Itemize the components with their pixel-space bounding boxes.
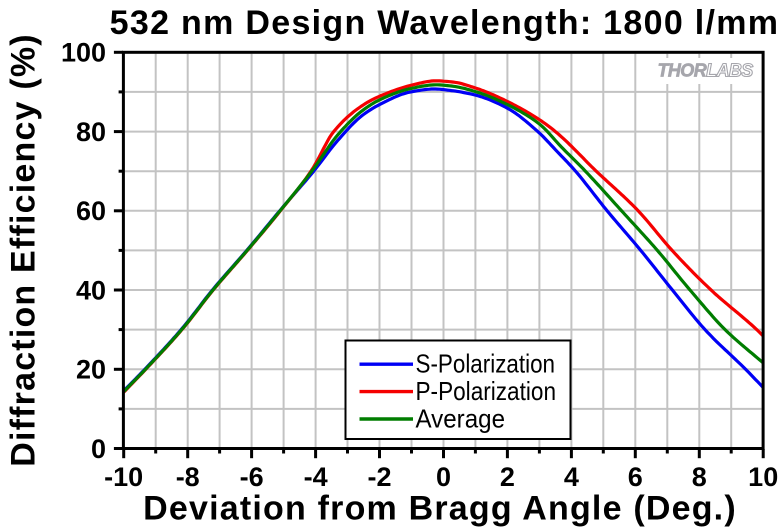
- svg-text:20: 20: [76, 355, 106, 385]
- svg-text:0: 0: [436, 462, 451, 492]
- svg-text:-8: -8: [176, 462, 200, 492]
- svg-text:80: 80: [76, 117, 106, 147]
- svg-text:60: 60: [76, 196, 106, 226]
- svg-text:-10: -10: [104, 462, 143, 492]
- svg-text:2: 2: [500, 462, 515, 492]
- svg-text:-2: -2: [367, 462, 391, 492]
- svg-text:Diffraction Efficiency (%): Diffraction Efficiency (%): [5, 33, 43, 467]
- svg-text:Average: Average: [416, 404, 506, 434]
- svg-text:6: 6: [628, 462, 643, 492]
- svg-text:P-Polarization: P-Polarization: [416, 376, 557, 406]
- svg-text:THORLABS: THORLABS: [658, 60, 754, 80]
- svg-text:8: 8: [692, 462, 707, 492]
- svg-text:-4: -4: [304, 462, 328, 492]
- svg-text:4: 4: [564, 462, 579, 492]
- svg-text:Deviation from Bragg Angle (De: Deviation from Bragg Angle (Deg.): [143, 490, 737, 528]
- svg-text:40: 40: [76, 275, 106, 305]
- svg-text:-6: -6: [240, 462, 264, 492]
- svg-text:10: 10: [748, 462, 778, 492]
- svg-text:0: 0: [91, 434, 106, 464]
- svg-text:532 nm Design Wavelength: 1800: 532 nm Design Wavelength: 1800 l/mm: [110, 4, 780, 42]
- svg-text:100: 100: [61, 38, 106, 68]
- svg-text:S-Polarization: S-Polarization: [416, 349, 556, 379]
